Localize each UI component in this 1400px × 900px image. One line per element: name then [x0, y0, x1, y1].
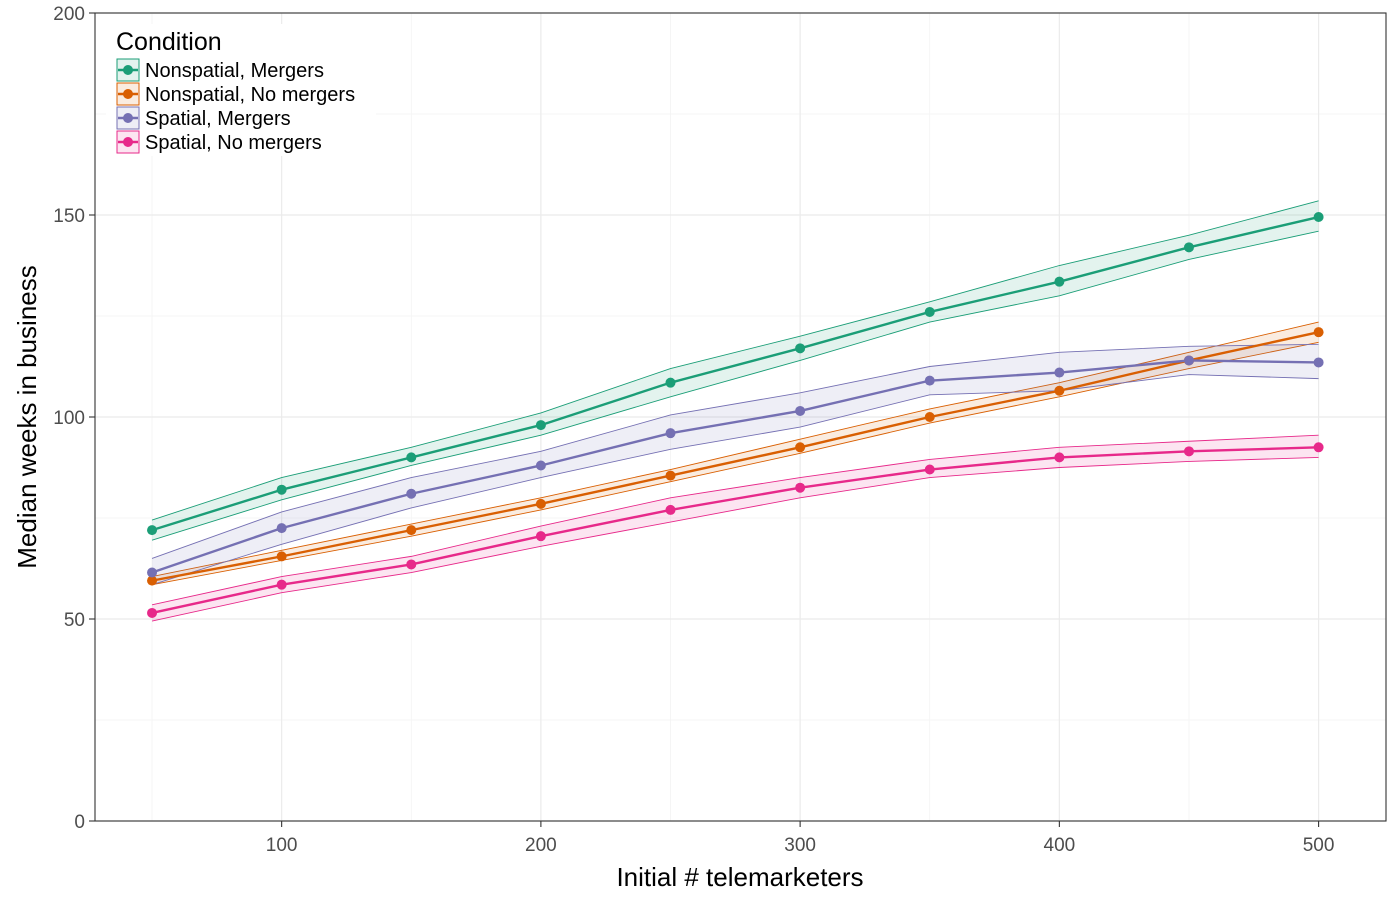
- point-spatial-mergers: [406, 488, 417, 499]
- legend-label: Nonspatial, No mergers: [145, 84, 355, 106]
- legend-item-nonspatial-mergers: Nonspatial, Mergers: [116, 58, 324, 82]
- point-nonspatial-mergers: [924, 306, 935, 317]
- band-nonspatial-no-mergers: [152, 322, 1319, 585]
- legend-key-point: [123, 113, 133, 123]
- point-spatial-mergers: [1313, 357, 1324, 368]
- point-nonspatial-no-mergers: [1054, 385, 1065, 396]
- line-nonspatial-mergers: [151, 215, 1319, 532]
- line-spatial-no-mergers: [151, 446, 1319, 615]
- band-spatial-no-mergers: [152, 435, 1319, 622]
- legend-key-point: [123, 137, 133, 147]
- line-spatial-mergers: [151, 359, 1319, 574]
- band-lower-spatial-mergers: [151, 374, 1319, 586]
- band-upper-nonspatial-mergers: [151, 200, 1319, 521]
- x-tick-label: 500: [1303, 835, 1335, 856]
- legend-item-spatial-mergers: Spatial, Mergers: [116, 106, 291, 130]
- point-spatial-mergers: [795, 405, 806, 416]
- y-tick-label: 0: [74, 812, 85, 833]
- legend-background: [106, 24, 376, 156]
- x-tick-label: 100: [266, 835, 298, 856]
- point-spatial-no-mergers: [147, 607, 158, 618]
- band-nonspatial-mergers: [152, 200, 1319, 541]
- point-spatial-no-mergers: [795, 482, 806, 493]
- point-spatial-no-mergers: [276, 579, 287, 590]
- point-spatial-mergers: [147, 567, 158, 578]
- series-lines: [151, 215, 1319, 615]
- point-nonspatial-no-mergers: [924, 412, 935, 422]
- point-spatial-no-mergers: [1183, 446, 1194, 457]
- point-spatial-mergers: [1183, 355, 1194, 366]
- x-axis-title: Initial # telemarketers: [616, 862, 863, 892]
- point-spatial-mergers: [535, 460, 546, 471]
- point-spatial-no-mergers: [1054, 452, 1065, 463]
- x-tick-label: 200: [525, 835, 557, 856]
- legend-key-point: [123, 89, 133, 99]
- point-nonspatial-no-mergers: [406, 525, 417, 536]
- band-upper-spatial-mergers: [151, 343, 1319, 559]
- legend-item-spatial-no-mergers: Spatial, No mergers: [116, 130, 322, 154]
- y-tick-label: 50: [64, 610, 85, 631]
- axes: 100 200 300 400 500 0 50 100 150 200: [53, 4, 1334, 856]
- y-tick-label: 200: [53, 4, 85, 25]
- point-nonspatial-mergers: [1054, 276, 1065, 287]
- y-tick-label: 100: [53, 408, 85, 429]
- point-spatial-mergers: [1054, 367, 1065, 378]
- point-nonspatial-no-mergers: [276, 551, 287, 562]
- point-spatial-no-mergers: [535, 531, 546, 542]
- band-lower-spatial-no-mergers: [151, 456, 1319, 622]
- legend-label: Nonspatial, Mergers: [145, 60, 324, 82]
- legend-label: Spatial, No mergers: [145, 132, 322, 154]
- band-lower-nonspatial-mergers: [151, 230, 1319, 541]
- legend-title: Condition: [116, 28, 222, 56]
- line-nonspatial-no-mergers: [151, 330, 1319, 582]
- point-nonspatial-no-mergers: [535, 498, 546, 509]
- point-nonspatial-mergers: [795, 343, 806, 354]
- point-spatial-no-mergers: [924, 464, 935, 475]
- legend-label: Spatial, Mergers: [145, 108, 291, 130]
- legend-item-nonspatial-no-mergers: Nonspatial, No mergers: [116, 82, 355, 106]
- point-nonspatial-no-mergers: [1313, 327, 1324, 338]
- point-nonspatial-mergers: [1183, 242, 1194, 253]
- point-nonspatial-mergers: [276, 484, 287, 495]
- y-tick-label: 150: [53, 206, 85, 227]
- y-axis-title: Median weeks in business: [12, 265, 42, 569]
- point-spatial-no-mergers: [406, 559, 417, 570]
- point-nonspatial-no-mergers: [665, 470, 676, 481]
- point-spatial-mergers: [665, 428, 676, 439]
- band-spatial-mergers: [152, 344, 1319, 585]
- point-nonspatial-mergers: [147, 525, 158, 536]
- point-spatial-mergers: [276, 523, 287, 534]
- point-nonspatial-mergers: [406, 452, 417, 463]
- point-nonspatial-mergers: [665, 377, 676, 388]
- x-tick-label: 300: [784, 835, 816, 856]
- point-nonspatial-mergers: [1313, 212, 1324, 223]
- legend-key-point: [123, 65, 133, 75]
- point-spatial-no-mergers: [1313, 442, 1324, 453]
- point-spatial-mergers: [924, 375, 935, 386]
- legend: Condition Nonspatial, MergersNonspatial,…: [106, 24, 376, 156]
- point-nonspatial-no-mergers: [795, 442, 806, 453]
- point-spatial-no-mergers: [665, 504, 676, 515]
- band-upper-spatial-no-mergers: [151, 434, 1319, 606]
- x-tick-label: 400: [1044, 835, 1076, 856]
- point-nonspatial-mergers: [535, 420, 546, 431]
- confidence-bands: [151, 200, 1319, 622]
- point-nonspatial-no-mergers: [147, 575, 158, 586]
- series-points: [147, 212, 1324, 618]
